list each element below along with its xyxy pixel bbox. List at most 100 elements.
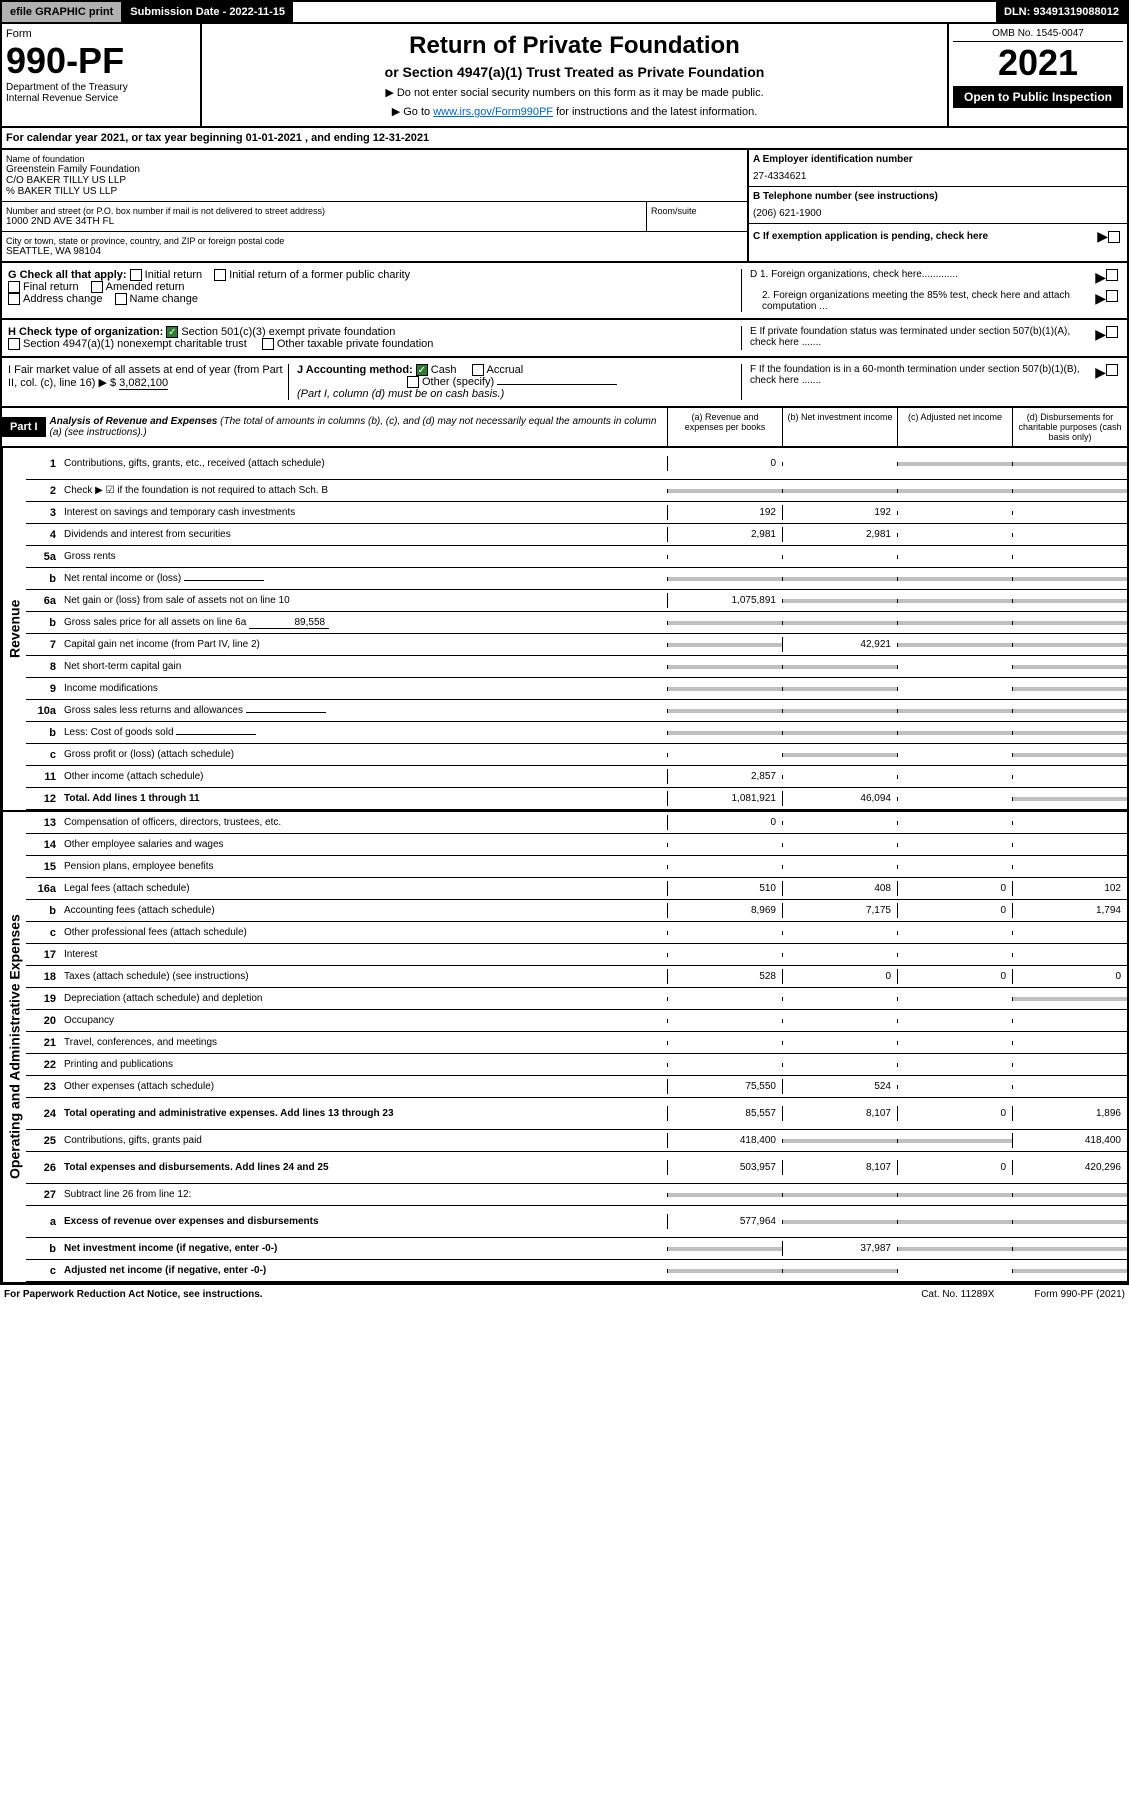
g-opt-5-checkbox[interactable] [115,293,127,305]
cell-a [667,709,782,713]
cell-a [667,1019,782,1023]
cell-d [1012,731,1127,735]
cell-a [667,643,782,647]
line-num: 24 [26,1106,60,1122]
line-num: 4 [26,527,60,543]
foundation-name: Greenstein Family Foundation [6,164,743,175]
line-desc: Income modifications [60,681,667,696]
line-16a: 16aLegal fees (attach schedule)510408010… [26,878,1127,900]
cell-b [782,865,897,869]
line-desc: Contributions, gifts, grants paid [60,1133,667,1148]
part1-label: Part I [2,417,46,437]
cell-a: 8,969 [667,903,782,918]
cell-a [667,953,782,957]
cell-c [897,953,1012,957]
cell-b [782,462,897,466]
f-checkbox[interactable] [1106,364,1118,376]
form-number: 990-PF [6,40,196,82]
line-desc: Other employee salaries and wages [60,837,667,852]
line-1: 1Contributions, gifts, grants, etc., rec… [26,448,1127,480]
cell-a: 2,857 [667,769,782,784]
cell-c [897,753,1012,757]
j-cash-checkbox[interactable] [416,364,428,376]
cell-d [1012,953,1127,957]
line-desc: Net rental income or (loss) [60,571,667,586]
line-num: 17 [26,947,60,963]
cell-b: 42,921 [782,637,897,652]
ein-label: A Employer identification number [753,154,1123,165]
cell-c [897,1269,1012,1273]
line-18: 18Taxes (attach schedule) (see instructi… [26,966,1127,988]
cell-c [897,555,1012,559]
g-opt-1-checkbox[interactable] [214,269,226,281]
tax-year: 2021 [953,42,1123,84]
cell-c [897,577,1012,581]
c-checkbox[interactable] [1108,231,1120,243]
line-desc: Total expenses and disbursements. Add li… [60,1160,667,1175]
line-desc: Adjusted net income (if negative, enter … [60,1263,667,1278]
cell-a [667,621,782,625]
cell-d: 102 [1012,881,1127,896]
line-num: 1 [26,456,60,472]
cell-a [667,577,782,581]
cell-c: 0 [897,1160,1012,1175]
line-num: b [26,903,60,919]
j-accrual-checkbox[interactable] [472,364,484,376]
cell-b [782,1193,897,1197]
part1-header-row: Part I Analysis of Revenue and Expenses … [0,408,1129,448]
cell-a: 1,081,921 [667,791,782,806]
efile-button[interactable]: efile GRAPHIC print [2,2,122,22]
cell-b [782,577,897,581]
g-opt-0-checkbox[interactable] [130,269,142,281]
cell-c [897,1019,1012,1023]
cell-a: 2,981 [667,527,782,542]
line-num: 2 [26,483,60,499]
line-desc: Excess of revenue over expenses and disb… [60,1214,667,1229]
cell-c [897,1085,1012,1089]
d1-label: D 1. Foreign organizations, check here..… [750,269,1095,286]
sub-input: 89,558 [249,617,329,629]
d1-checkbox[interactable] [1106,269,1118,281]
cell-b [782,731,897,735]
cell-a: 510 [667,881,782,896]
h-other-checkbox[interactable] [262,338,274,350]
cell-d: 1,896 [1012,1106,1127,1121]
line-11: 11Other income (attach schedule)2,857 [26,766,1127,788]
cell-c [897,931,1012,935]
cell-c [897,709,1012,713]
line-c: cOther professional fees (attach schedul… [26,922,1127,944]
cell-c: 0 [897,881,1012,896]
g-opt-4-checkbox[interactable] [8,293,20,305]
cell-b [782,709,897,713]
e-checkbox[interactable] [1106,326,1118,338]
line-desc: Gross rents [60,549,667,564]
omb-number: OMB No. 1545-0047 [953,28,1123,42]
addr-label: Number and street (or P.O. box number if… [6,206,642,216]
cell-c [897,621,1012,625]
j-other-checkbox[interactable] [407,376,419,388]
cell-c [897,511,1012,515]
cell-a [667,1041,782,1045]
g-opt-3-checkbox[interactable] [91,281,103,293]
line-15: 15Pension plans, employee benefits [26,856,1127,878]
line-num: c [26,1263,60,1279]
form990pf-link[interactable]: www.irs.gov/Form990PF [433,106,553,118]
arrow-icon: ▶ [1097,228,1108,245]
expenses-table: Operating and Administrative Expenses 13… [0,812,1129,1284]
line-num: 10a [26,703,60,719]
line-num: 7 [26,637,60,653]
line-desc: Subtract line 26 from line 12: [60,1187,667,1202]
d2-checkbox[interactable] [1106,290,1118,302]
h-4947-checkbox[interactable] [8,338,20,350]
line-desc: Interest [60,947,667,962]
line-7: 7Capital gain net income (from Part IV, … [26,634,1127,656]
line-desc: Other income (attach schedule) [60,769,667,784]
city-state-zip: SEATTLE, WA 98104 [6,246,743,257]
cell-b [782,599,897,603]
g-opt-2-checkbox[interactable] [8,281,20,293]
cell-d [1012,533,1127,537]
h-501c3-checkbox[interactable] [166,326,178,338]
cell-c [897,865,1012,869]
cell-c [897,821,1012,825]
cell-a: 192 [667,505,782,520]
